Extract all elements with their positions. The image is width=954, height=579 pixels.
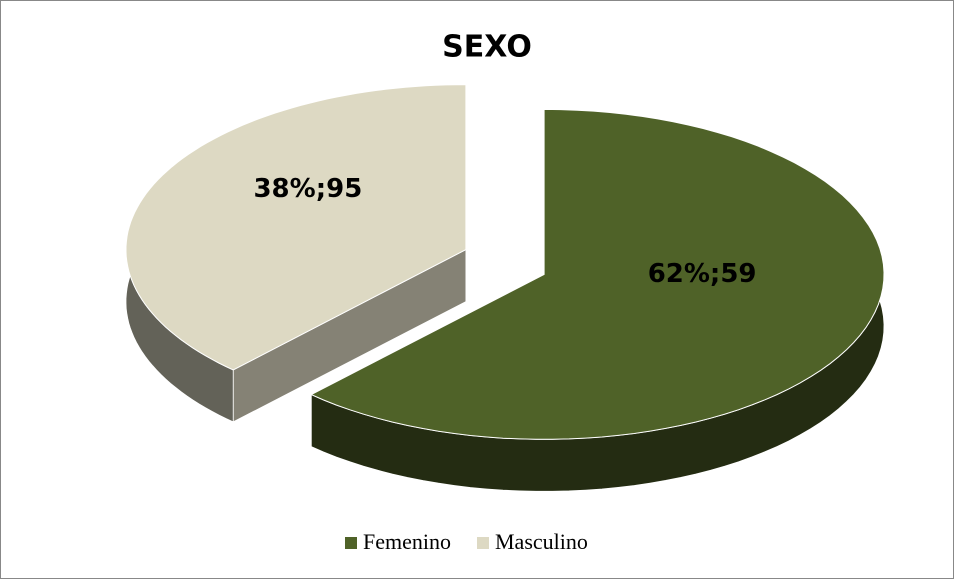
pie-slice bbox=[125, 84, 467, 371]
legend-swatch bbox=[345, 537, 357, 549]
data-label: 38%;95 bbox=[253, 174, 362, 204]
pie-slice bbox=[310, 108, 885, 440]
legend-label: Femenino bbox=[363, 529, 451, 554]
legend-swatch bbox=[477, 537, 489, 549]
chart-title: SEXO bbox=[442, 30, 532, 65]
data-label: 62%;59 bbox=[648, 259, 757, 289]
legend-label: Masculino bbox=[495, 529, 588, 554]
